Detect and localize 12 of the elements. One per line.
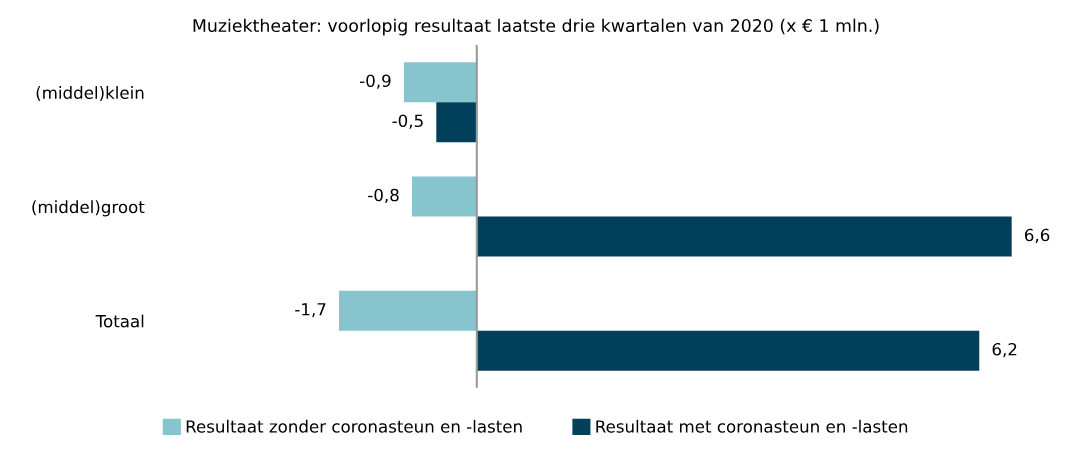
data-label: 6,6 (1024, 228, 1050, 244)
data-label: -0,9 (360, 74, 391, 89)
legend-label: Resultaat met coronasteun en -lasten (596, 419, 908, 433)
chart-title: Muziektheater: voorlopig resultaat laatste drie kwartalen van 2020 (x € 1 mln.) (193, 18, 879, 36)
y-tick-label: (middel)groot (32, 200, 145, 217)
y-tick-label: Totaal (95, 314, 144, 328)
data-label: 6,2 (992, 342, 1017, 358)
y-tick-label: (middel)klein (36, 86, 144, 101)
data-label: -1,7 (295, 303, 326, 318)
legend-label: Resultaat zonder coronasteun en -lasten (186, 419, 522, 433)
data-label: -0,8 (368, 188, 399, 204)
data-label: -0,5 (392, 114, 423, 129)
